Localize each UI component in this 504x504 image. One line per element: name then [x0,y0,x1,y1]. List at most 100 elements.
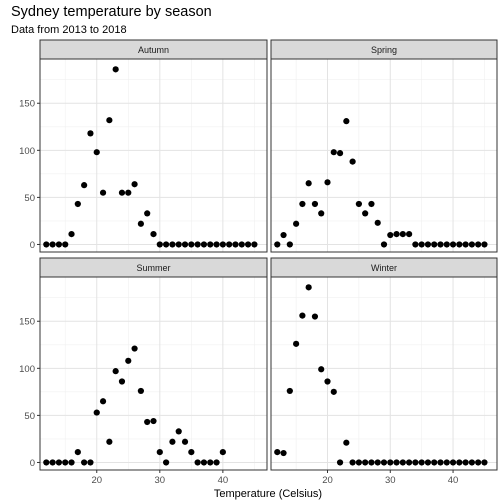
data-point-summer [43,459,50,466]
data-point-autumn [137,220,144,227]
data-point-autumn [219,241,226,248]
data-point-autumn [43,241,50,248]
data-point-autumn [81,182,88,189]
data-point-summer [144,418,151,426]
data-point-spring [355,200,362,208]
data-point-autumn [112,66,119,73]
data-point-autumn [213,241,220,248]
data-point-spring [443,241,450,248]
data-point-winter [311,313,319,320]
x-tick-label: 30 [385,475,396,486]
data-point-autumn [194,241,201,248]
data-point-autumn [144,210,151,217]
data-point-spring [336,150,344,157]
facet-label-spring: Spring [371,45,397,55]
data-point-spring [362,210,369,217]
data-point-winter [318,366,325,373]
panel-background-summer [40,277,267,470]
data-point-autumn [87,130,94,137]
data-point-summer [112,368,119,375]
data-point-spring [280,231,287,239]
data-point-summer [163,459,170,466]
y-tick-label: 50 [24,193,35,204]
data-point-autumn [118,189,126,196]
data-point-winter [443,459,450,466]
facet-label-summer: Summer [136,263,170,273]
data-point-winter [399,459,406,466]
data-point-spring [324,179,331,186]
data-point-winter [374,459,381,466]
x-tick-label: 40 [218,475,229,486]
data-point-winter [286,387,293,395]
y-tick-label: 50 [24,411,35,422]
data-point-autumn [93,149,100,156]
data-point-winter [355,459,362,466]
data-point-summer [207,459,214,466]
data-point-autumn [74,200,81,208]
y-tick-label: 150 [19,99,35,110]
data-point-autumn [55,241,63,248]
data-point-autumn [200,241,208,248]
data-point-spring [305,180,312,187]
data-point-winter [336,459,344,466]
data-point-winter [387,459,394,466]
data-point-spring [424,241,432,248]
data-point-winter [362,459,369,466]
data-point-spring [349,158,356,165]
panel-background-spring [271,59,497,252]
y-tick-label: 150 [19,317,35,328]
data-point-autumn [251,241,258,248]
x-tick-label: 30 [155,475,166,486]
data-point-spring [431,241,438,248]
x-axis-title: Temperature (Celsius) [214,488,322,500]
data-point-autumn [232,241,239,248]
data-point-autumn [150,231,157,238]
data-point-winter [462,459,469,466]
data-point-winter [343,439,350,446]
data-point-summer [200,459,208,466]
data-point-autumn [68,231,75,238]
data-point-winter [431,459,438,466]
data-point-spring [412,241,419,248]
data-point-spring [368,200,375,208]
data-point-autumn [181,241,189,248]
data-point-spring [449,241,457,248]
data-point-spring [293,220,300,227]
data-point-summer [213,459,220,466]
data-point-spring [481,241,488,248]
data-point-winter [349,459,356,466]
data-point-spring [437,241,444,248]
data-point-summer [74,449,81,456]
data-point-spring [462,241,469,248]
data-point-winter [475,459,482,466]
data-point-spring [418,241,425,248]
data-point-spring [380,241,388,248]
panel-background-autumn [40,59,267,252]
data-point-summer [118,378,126,385]
data-point-autumn [131,181,138,188]
data-point-winter [280,449,287,457]
data-point-winter [380,459,388,466]
data-point-winter [368,459,375,466]
data-point-winter [449,459,457,466]
data-point-spring [393,231,400,238]
data-point-autumn [238,241,245,248]
data-point-autumn [175,241,182,248]
y-tick-label: 0 [30,458,35,469]
data-point-summer [62,459,69,466]
data-point-spring [311,200,319,208]
data-point-autumn [169,241,176,248]
data-point-autumn [49,241,56,248]
data-point-autumn [156,241,163,248]
data-point-summer [219,449,226,456]
data-point-summer [169,438,176,445]
data-point-winter [305,284,312,291]
panel-border-spring [270,58,498,253]
data-point-spring [274,241,281,248]
data-point-winter [293,340,300,347]
data-point-autumn [226,241,233,248]
data-point-summer [156,449,163,456]
data-point-summer [194,459,201,466]
